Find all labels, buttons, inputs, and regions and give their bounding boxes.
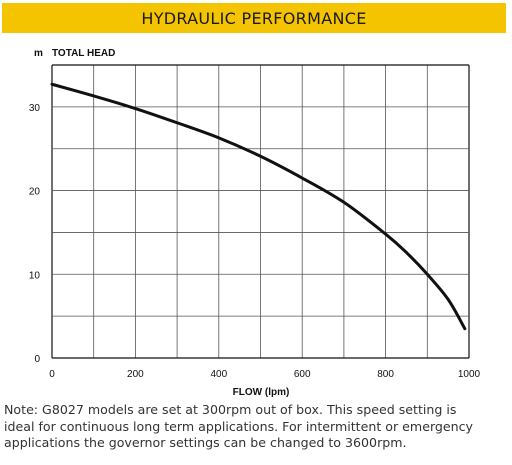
header-banner: HYDRAULIC PERFORMANCE: [2, 3, 506, 33]
x-tick-label: 1000: [458, 369, 481, 380]
y-tick-label: 30: [29, 103, 41, 114]
note-line: applications the governor settings can b…: [4, 435, 407, 450]
label-layer: m TOTAL HEAD FLOW (lpm) 0 200 400 600 800 100…: [29, 48, 481, 398]
y-tick-label: 10: [29, 270, 41, 281]
y-unit-label: m: [34, 48, 43, 59]
x-tick-label: 600: [294, 369, 311, 380]
x-tick-label: 200: [127, 369, 144, 380]
grid-layer: [51, 64, 470, 359]
performance-chart: m TOTAL HEAD FLOW (lpm) 0 200 400 600 800 100…: [29, 48, 481, 398]
x-tick-label: 400: [210, 369, 227, 380]
y-tick-label: 0: [34, 354, 40, 365]
x-tick-label: 0: [49, 369, 55, 380]
note-line: Note: G8027 models are set at 300rpm out…: [4, 402, 457, 417]
page-title: HYDRAULIC PERFORMANCE: [141, 8, 367, 28]
y-tick-label: 20: [29, 187, 41, 198]
x-tick-label: 800: [377, 369, 394, 380]
note-line: ideal for continuous long term applicati…: [4, 418, 473, 434]
curve-layer: [50, 82, 467, 331]
y-axis-label: TOTAL HEAD: [52, 48, 115, 59]
head-curve: [50, 82, 467, 331]
note-text: Note: G8027 models are set at 300rpm out…: [4, 402, 504, 452]
x-axis-label: FLOW (lpm): [233, 387, 290, 398]
